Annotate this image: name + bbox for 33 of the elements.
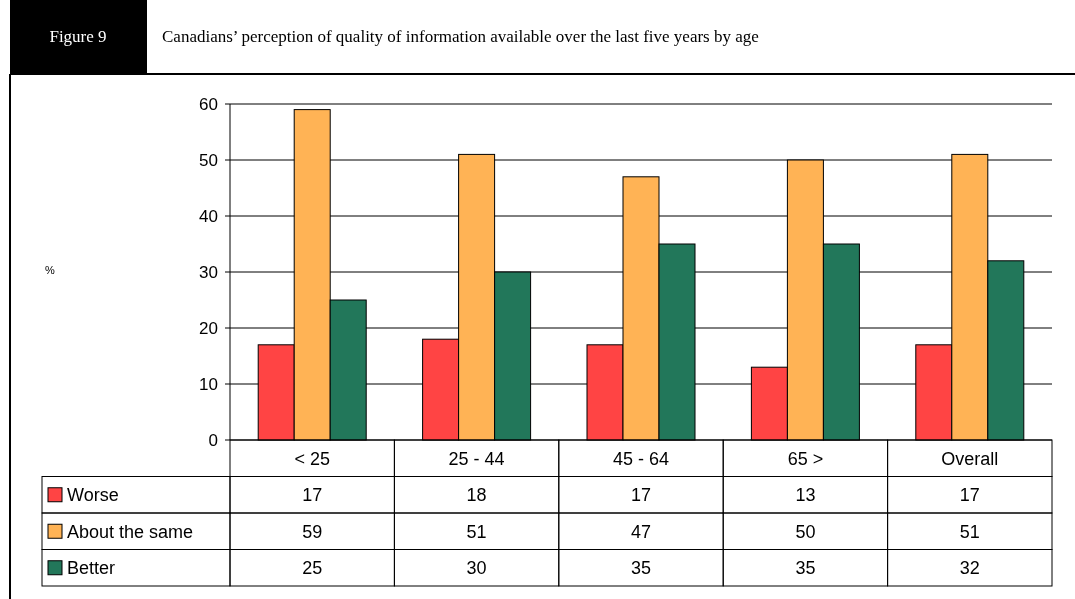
x-tick-label: Overall [941, 448, 999, 469]
y-tick-label: 0 [208, 430, 218, 450]
data-label: 32 [959, 558, 980, 579]
x-tick-label: 45 - 64 [612, 448, 670, 469]
y-tick-label: 30 [199, 262, 218, 282]
y-tick-label: 40 [199, 206, 218, 226]
legend-label: Better [67, 558, 116, 579]
data-label: 59 [302, 521, 323, 542]
caption: Figure 9 [49, 27, 107, 46]
y-tick-label: 20 [199, 318, 218, 338]
y-tick-label: 50 [199, 150, 218, 170]
data-label: 47 [630, 521, 652, 542]
y-tick-label: 10 [199, 374, 218, 394]
y-tick-label: 60 [199, 94, 218, 114]
data-label: 17 [959, 485, 980, 506]
data-label: 51 [466, 521, 487, 542]
data-label: 35 [630, 558, 652, 579]
text: % [45, 264, 56, 276]
data-label: 35 [795, 558, 816, 579]
legend-label: Worse [67, 485, 119, 506]
data-label: 50 [795, 521, 816, 542]
data-label: 13 [795, 485, 816, 506]
x-tick-label: < 25 [294, 448, 330, 469]
x-tick-label: 65 > [787, 448, 824, 469]
data-label: 17 [302, 485, 323, 506]
legend-label: About the same [67, 521, 194, 542]
data-label: 18 [466, 485, 487, 506]
data-label: 17 [630, 485, 652, 506]
x-tick-label: 25 - 44 [448, 448, 505, 469]
data-label: 25 [302, 558, 323, 579]
chart-title: Canadians’ perception of quality of information available over the last five years by age [162, 27, 759, 46]
data-label: 30 [466, 558, 487, 579]
data-label: 51 [959, 521, 980, 542]
